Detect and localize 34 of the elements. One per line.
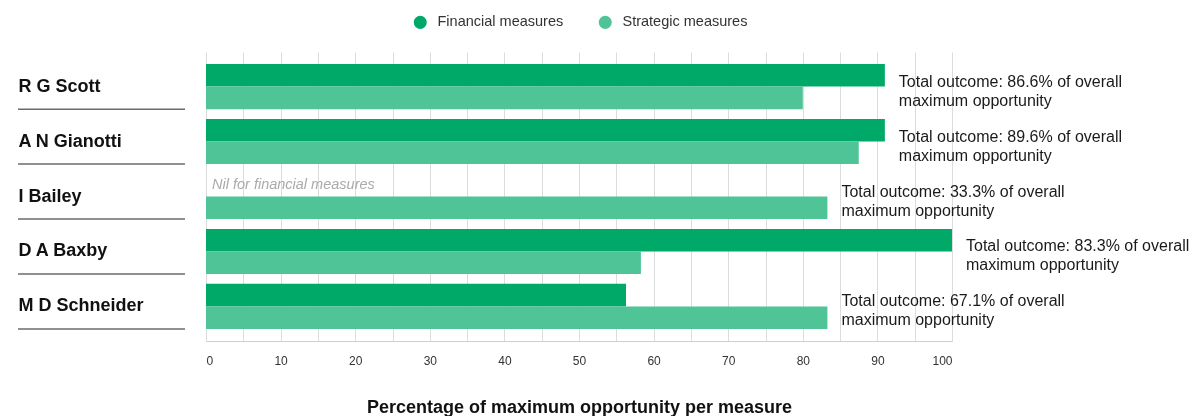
x-tick-label: 90 — [871, 353, 885, 368]
annotation: Total outcome: 33.3% of overall maximum opportunity — [841, 182, 1065, 219]
y-tick-label: I Bailey — [18, 185, 82, 206]
x-tick-label: 100 — [932, 353, 953, 368]
annotation: Total outcome: 89.6% of overall maximum opportunity — [898, 127, 1123, 164]
bar — [206, 64, 885, 87]
legend-label: Financial measures — [437, 13, 564, 30]
x-tick-label: 10 — [274, 353, 289, 368]
bar — [206, 119, 885, 142]
bar — [206, 228, 952, 252]
y-tick-label: D A Baxby — [18, 240, 108, 261]
x-tick-label: 70 — [722, 353, 736, 368]
y-tick-label: A N Gianotti — [18, 130, 122, 151]
y-tick-label: M D Schneider — [18, 295, 144, 316]
x-axis-title: Percentage of maximum opportunity per measure — [366, 396, 793, 416]
x-tick-label: 20 — [349, 353, 363, 368]
x-tick-label: 30 — [423, 353, 438, 368]
annotation: Total outcome: 83.3% of overall maximum opportunity — [966, 237, 1190, 274]
x-tick-label: 50 — [572, 353, 587, 368]
bar — [206, 251, 641, 274]
annotation: Nil for financial measures — [212, 176, 375, 193]
x-tick-label: 40 — [498, 353, 512, 368]
legend-label: Strategic measures — [622, 13, 748, 30]
y-tick-label: R G Scott — [18, 75, 101, 96]
bar — [206, 141, 859, 165]
x-tick-label: 80 — [796, 353, 811, 368]
annotation: Total outcome: 67.1% of overall maximum opportunity — [841, 292, 1065, 329]
annotation: Total outcome: 86.6% of overall maximum opportunity — [898, 72, 1123, 109]
x-tick-label: 0 — [206, 353, 214, 368]
x-tick-label: 60 — [647, 353, 662, 368]
bar — [206, 283, 626, 307]
bar — [206, 196, 828, 220]
bar — [206, 306, 828, 329]
bar — [206, 86, 803, 110]
